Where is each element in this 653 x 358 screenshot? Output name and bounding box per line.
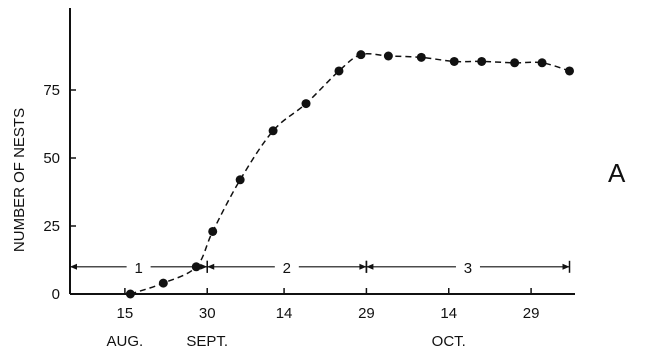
- data-point: [301, 99, 311, 109]
- data-point: [416, 52, 426, 62]
- y-tick-label: 75: [43, 82, 60, 99]
- y-axis-label: NUMBER OF NESTS: [11, 108, 28, 252]
- data-point: [356, 50, 366, 60]
- phase-arrow-right: [200, 263, 208, 270]
- phase-arrow-right: [359, 263, 367, 270]
- x-tick-label: 15: [117, 305, 134, 322]
- data-point: [477, 56, 487, 66]
- panel-label: A: [608, 158, 626, 188]
- data-point: [191, 262, 201, 272]
- phase-arrow-right: [562, 263, 570, 270]
- phase-interval-2: 2: [206, 260, 368, 277]
- x-month-label: AUG.: [107, 333, 144, 350]
- phase-arrow-left: [366, 263, 374, 270]
- data-point: [565, 66, 575, 76]
- data-point: [158, 278, 168, 288]
- data-point: [268, 126, 278, 136]
- x-tick-label: 30: [199, 305, 216, 322]
- y-tick-label: 50: [43, 150, 60, 167]
- x-month-label: OCT.: [432, 333, 466, 350]
- series-path: [130, 52, 570, 295]
- x-month-label: SEPT.: [186, 333, 228, 350]
- data-point: [537, 58, 547, 68]
- x-tick-label: 14: [276, 305, 293, 322]
- data-point: [235, 175, 245, 185]
- phase-label: 1: [134, 260, 142, 277]
- phase-interval-1: 1: [69, 260, 208, 277]
- x-tick-label: 29: [358, 305, 375, 322]
- x-tick-label: 29: [523, 305, 540, 322]
- data-point: [383, 51, 393, 61]
- phase-label: 2: [283, 260, 291, 277]
- data-point: [125, 289, 135, 299]
- x-tick-label: 14: [440, 305, 457, 322]
- phase-arrow-left: [207, 263, 215, 270]
- phase-interval-3: 3: [365, 260, 571, 277]
- data-point: [449, 56, 459, 66]
- y-tick-label: 25: [43, 218, 60, 235]
- data-point: [510, 58, 520, 68]
- phase-arrow-left: [70, 263, 77, 270]
- data-point: [208, 226, 218, 236]
- data-point: [334, 66, 344, 76]
- phase-label: 3: [464, 260, 472, 277]
- axes: 0 25 50 75 15 30 14 29 14 29 AUG. SEPT. OCT.: [43, 8, 575, 350]
- series-line: [130, 52, 570, 295]
- y-tick-label: 0: [52, 286, 60, 303]
- series-points: [125, 50, 575, 299]
- phase-intervals: 1 2 3: [69, 260, 571, 277]
